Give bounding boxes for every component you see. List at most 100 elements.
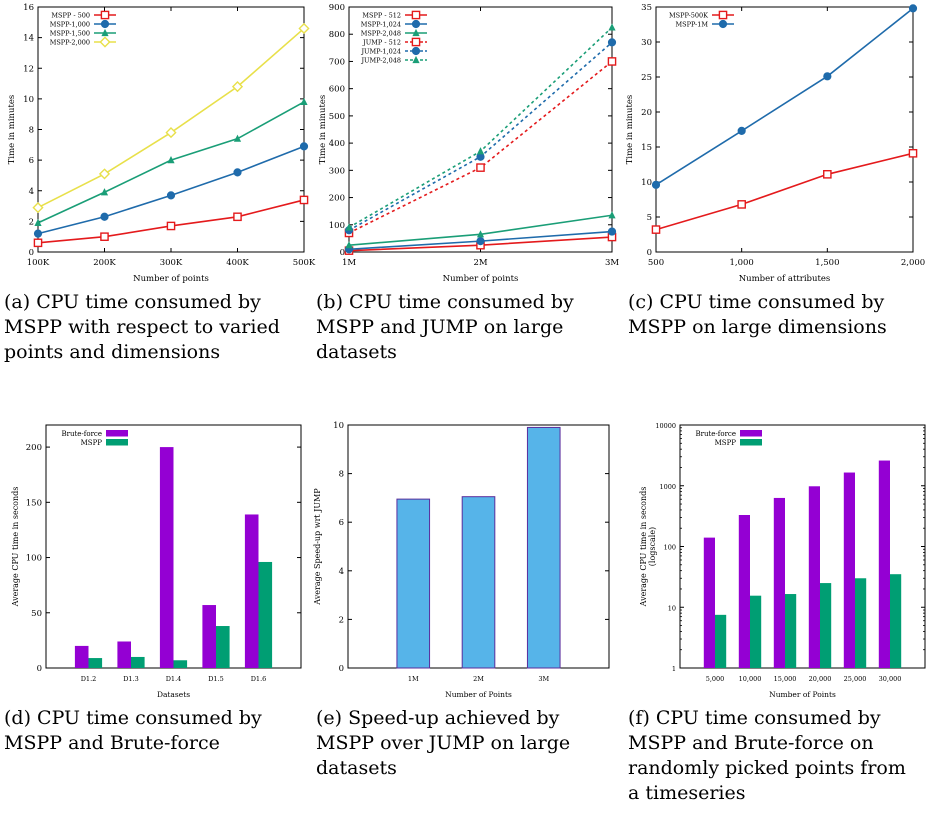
legend-label: MSPP [715,439,737,447]
legend-label: MSPP-2,000 [50,39,90,47]
data-point [233,212,242,222]
y-tick-label: 200 [329,194,345,204]
data-point [300,97,308,106]
data-point [651,180,661,189]
data-point [233,168,242,177]
legend-marker [100,10,110,20]
y-tick-label: 25 [641,73,652,83]
x-tick-label: 5,000 [706,675,725,683]
data-point [908,4,918,13]
y-tick-label: 1000 [659,483,676,491]
bar [258,561,273,668]
chart-panel-a: 0 2 4 6 8 10 12 14 16 100K 200K 300K 400K 500K Number … [0,0,316,285]
y-axis-label: Time in minutes [7,95,17,165]
y-tick-label: 700 [329,57,345,67]
legend-marker [718,10,728,20]
y-tick-label: 10 [641,178,652,188]
legend-marker [411,46,421,56]
y-tick-label: 0 [340,248,345,258]
chart-f-svg: 1 10 100 1000 10000 5,000 10,000 15,000 20,000 25… [639,422,926,699]
data-point [32,202,44,214]
bar [202,605,216,668]
x-tick-label: 500 [648,258,664,268]
y-tick-label: 300 [329,166,345,176]
data-point [823,169,832,179]
data-point [607,38,617,47]
x-tick-label: 20,000 [809,675,832,683]
legend-marker [412,55,420,64]
caption-line: points and dimensions [4,341,221,363]
y-tick-label: 10 [333,421,344,431]
chart-d-svg: 0 50 100 150 200 D1.2 D1.3 D1.4 D1.5 D1.6 Datasets… [11,424,302,699]
bar [738,515,750,668]
x-tick-label: D1.5 [208,675,224,683]
legend-marker [411,37,421,47]
x-tick-label: 100K [27,258,50,268]
bar [396,498,431,669]
chart-c-svg: 0 5 10 15 20 25 30 35 500 1,000 1,500 2,000 Number o… [625,3,925,284]
caption-line: MSPP and JUMP on large [316,316,564,338]
legend-swatch [740,439,762,446]
legend-label: MSPP-1M [676,21,709,29]
x-tick-label: 15,000 [774,675,797,683]
data-point [345,223,353,231]
data-point [476,163,485,172]
bar [750,595,762,668]
legend-marker [101,28,109,37]
y-tick-label: 4 [29,187,34,197]
chart-b-svg: 0 100 200 300 400 500 600 700 800 900 1M 2M 3M Number… [318,3,619,284]
series-line-0 [37,199,305,244]
data-point [299,142,309,151]
legend-label: MSPP - 500 [51,12,90,20]
x-tick-label: 1,500 [815,258,839,268]
data-point [100,188,109,196]
chart-e-svg: 0 2 4 6 8 10 1M 2M 3M Number of Points Average Spe… [313,421,610,699]
bar [843,472,855,668]
x-tick-label: 200K [93,258,116,268]
caption-line: randomly picked points from [628,757,906,779]
data-point [167,156,175,164]
chart-panel-d: 0 50 100 150 200 D1.2 D1.3 D1.4 D1.5 D1.6 Datasets… [0,418,312,703]
y-tick-label: 20 [641,108,652,118]
y-tick-label: 500 [329,112,345,122]
y-tick-label: 12 [23,64,34,74]
legend-label: JUMP-1,024 [360,48,401,56]
chart-panel-c: 0 5 10 15 20 25 30 35 500 1,000 1,500 2,000 Number o… [624,0,936,285]
y-tick-label: 0 [647,248,652,258]
caption-line: MSPP and Brute-force [4,732,220,754]
y-tick-label: 100 [664,544,676,552]
x-tick-label: 30,000 [879,675,902,683]
caption-f: (f) CPU time consumed by MSPP and Brute-… [628,706,906,806]
chart-panel-e: 0 2 4 6 8 10 1M 2M 3M Number of Points Average Spe… [312,418,624,703]
legend-label: Brute-force [695,430,736,438]
x-tick-label: D1.2 [81,675,97,683]
data-point [100,212,109,221]
bar [244,514,259,668]
bar [117,641,131,668]
caption-line: (c) CPU time consumed by [628,291,885,313]
legend-label: Brute-force [61,430,102,438]
legend-label: JUMP-2,048 [360,57,401,65]
y-axis-label: (logscale) [648,527,657,566]
data-point [33,229,43,238]
y-tick-label: 1 [672,665,676,673]
data-point [476,147,485,155]
data-point [231,81,244,93]
data-point [298,22,310,35]
bar [131,656,145,668]
legend-label: MSPP-1,024 [361,21,401,29]
chart-panel-f: 1 10 100 1000 10000 5,000 10,000 15,000 20,000 25… [624,418,936,703]
legend-label: MSPP-500K [669,12,708,20]
data-point [165,126,177,139]
chart-a-svg: 0 2 4 6 8 10 12 14 16 100K 200K 300K 400K 500K Number … [7,3,316,284]
legend-marker [411,10,421,20]
y-tick-label: 35 [641,3,652,13]
x-tick-label: 3M [605,258,619,268]
data-point [299,195,309,205]
series-line-3 [37,27,305,209]
data-point [233,134,242,142]
caption-line: (a) CPU time consumed by [4,291,261,313]
x-tick-label: 1,000 [729,258,753,268]
data-point [608,211,616,219]
y-tick-label: 16 [23,3,34,13]
